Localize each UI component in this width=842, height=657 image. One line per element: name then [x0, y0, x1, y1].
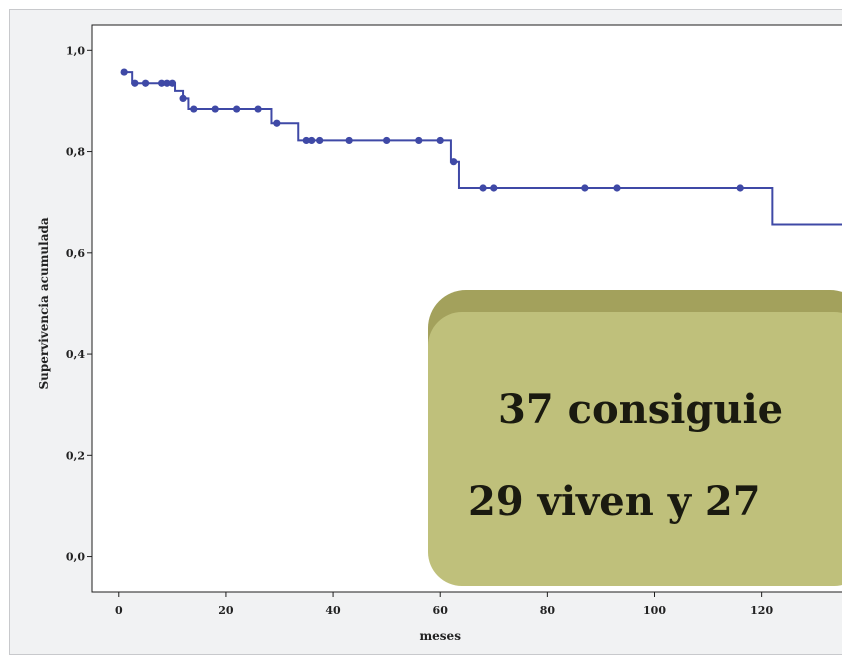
y-tick-label: 0,6 [66, 247, 85, 260]
censor-mark [131, 79, 139, 87]
callout-box: 37 consiguie 29 viven y 27 [428, 290, 842, 586]
x-tick-label: 0 [115, 604, 123, 617]
censor-mark [345, 136, 353, 145]
censor-mark [254, 105, 262, 113]
censor-mark [141, 79, 150, 87]
x-tick-label: 40 [325, 604, 341, 617]
x-tick-label: 120 [750, 604, 773, 617]
callout-text-line-1: 37 consiguie [498, 386, 784, 433]
censor-mark [316, 136, 324, 145]
censor-mark [450, 158, 458, 166]
x-axis-title: meses [419, 629, 461, 643]
censor-mark [436, 136, 444, 145]
x-tick-label: 20 [218, 604, 234, 617]
censor-mark [613, 184, 621, 192]
censor-mark [581, 184, 589, 192]
censor-mark [490, 184, 498, 192]
censor-mark [163, 79, 171, 87]
censor-mark [179, 94, 187, 103]
y-tick-label: 0,4 [66, 348, 85, 361]
censor-mark [308, 136, 316, 145]
censor-mark [190, 105, 198, 113]
y-axis-title: Supervivencia acumulada [37, 217, 51, 389]
censor-mark [233, 105, 241, 113]
censor-mark [273, 119, 281, 127]
x-tick-label: 60 [433, 604, 449, 617]
callout-face: 37 consiguie 29 viven y 27 [428, 312, 842, 586]
censor-mark [302, 136, 310, 145]
censor-mark [479, 184, 487, 192]
censor-mark [168, 79, 176, 87]
y-tick-label: 0,8 [66, 146, 85, 159]
censor-mark [211, 105, 219, 113]
y-tick-label: 0,0 [66, 551, 85, 564]
y-tick-label: 0,2 [66, 449, 85, 462]
x-tick-label: 100 [643, 604, 666, 617]
callout-text-line-2: 29 viven y 27 [468, 478, 761, 525]
x-tick-label: 80 [540, 604, 556, 617]
censor-mark [415, 136, 423, 145]
censor-mark [383, 136, 391, 145]
censor-mark [736, 184, 744, 192]
censor-mark [158, 79, 166, 87]
y-tick-label: 1,0 [66, 44, 85, 57]
censor-mark [120, 68, 128, 76]
